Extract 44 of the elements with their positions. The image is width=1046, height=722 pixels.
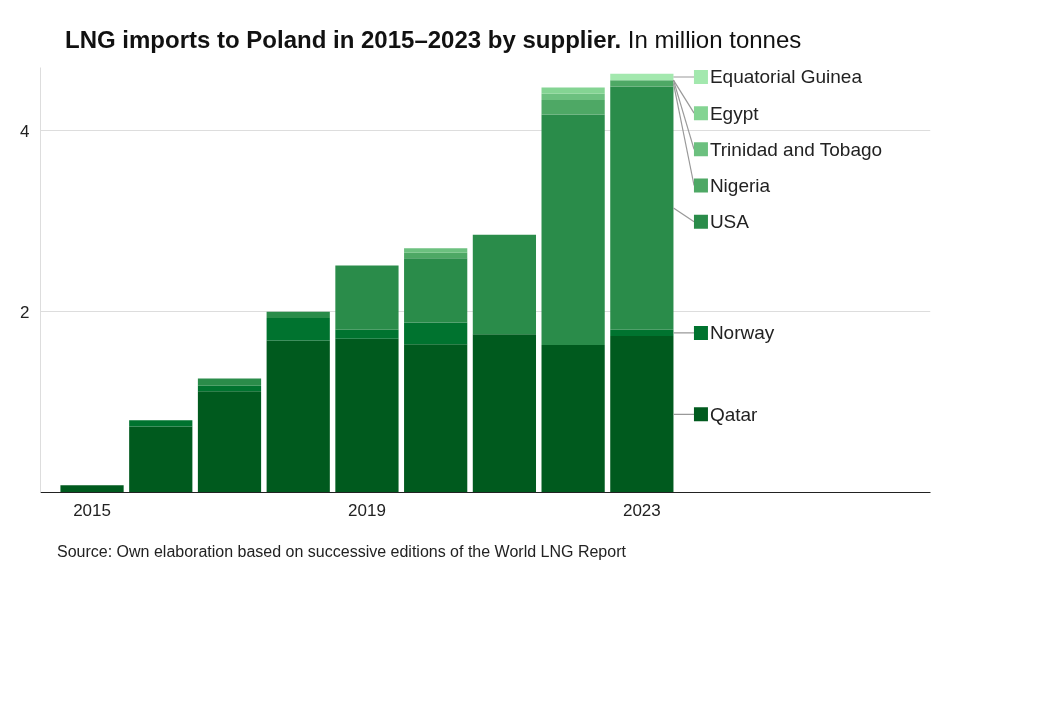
- legend-label: Qatar: [709, 404, 759, 426]
- bar: [266, 318, 330, 341]
- x-tick-label: 2015: [73, 500, 111, 520]
- x-tick-label: 2023: [622, 500, 661, 520]
- bar: [60, 485, 124, 493]
- bar: [472, 334, 537, 493]
- y-tick-label: 2: [20, 302, 30, 322]
- bar: [610, 330, 674, 337]
- legend-label: Trinidad and Tobago: [709, 139, 883, 161]
- bar: [197, 378, 262, 387]
- bar: [610, 74, 674, 81]
- bar: [472, 235, 537, 335]
- bar: [404, 344, 468, 493]
- bar: [404, 322, 468, 345]
- legend-label: Nigeria: [709, 175, 771, 197]
- bar: [541, 100, 605, 115]
- bar: [404, 248, 468, 254]
- legend-label: Egypt: [709, 102, 760, 124]
- bar: [541, 114, 605, 346]
- bar: [541, 87, 605, 94]
- x-tick-label: 2019: [348, 500, 386, 520]
- legend-label: Norway: [709, 322, 775, 344]
- y-tick-label: 4: [20, 122, 30, 142]
- chart-title: LNG imports to Poland in 2015–2023 by supplier.: [65, 26, 622, 53]
- bar: [610, 80, 674, 87]
- source-note: Source: Own elaboration based on successive editions of the World LNG Report: [56, 542, 627, 563]
- bar: [129, 426, 193, 493]
- bar: [197, 386, 262, 392]
- bar: [335, 339, 399, 493]
- bar: [610, 86, 674, 331]
- bar: [335, 265, 399, 331]
- bar: [335, 330, 399, 340]
- bar: [266, 311, 330, 319]
- bar: [610, 336, 674, 493]
- bar: [404, 258, 468, 323]
- legend-label: USA: [709, 211, 750, 233]
- chart-subtitle: In million tonnes: [627, 26, 802, 53]
- bar: [129, 420, 193, 427]
- bar: [541, 94, 605, 101]
- legend-label: Equatorial Guinea: [709, 66, 863, 88]
- bar: [404, 253, 468, 259]
- bar: [266, 340, 330, 493]
- bar: [197, 391, 262, 493]
- bar: [541, 345, 605, 493]
